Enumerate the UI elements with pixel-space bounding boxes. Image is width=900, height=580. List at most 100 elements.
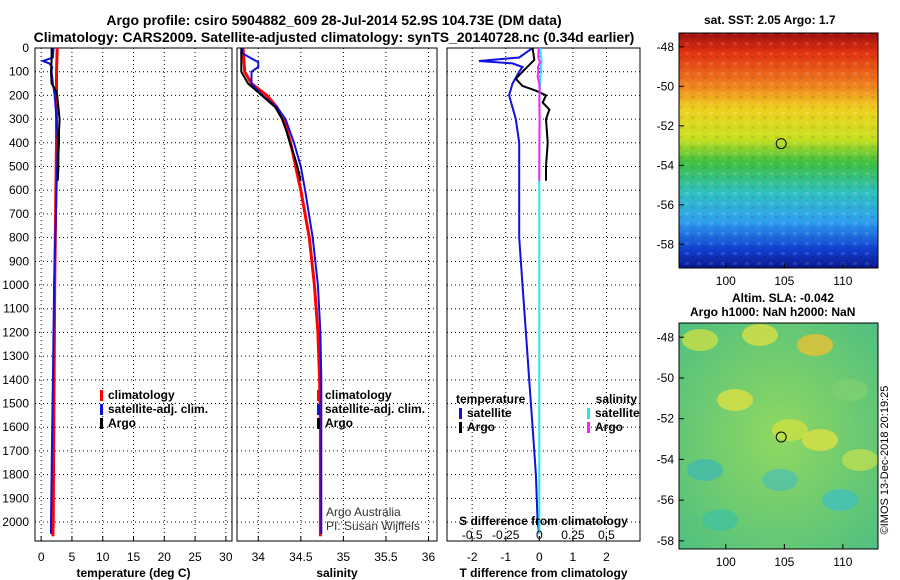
temperature-x-tick-label: 25 [188,550,202,564]
sla-map-anomaly [762,469,798,491]
temperature-legend-swatch [100,390,103,401]
sst-lat-tick-label: -56 [657,198,675,212]
salinity-x-tick-label: 35 [337,550,351,564]
difference-x-tick-label: 2 [603,550,610,564]
diff-legend-temperature-label: Argo [467,420,495,434]
temperature-x-axis-label: temperature (deg C) [76,566,190,580]
diff-legend-temperature-title: temperature [456,392,526,406]
temperature-legend-swatch [100,404,103,415]
argo-australia-credit: Argo Australia [326,505,401,519]
diff-legend-salinity-swatch [587,408,590,419]
depth-tick-label: 2000 [2,515,29,529]
sla-lat-tick-label: -50 [657,371,675,385]
salinity-series-climatology [241,47,322,537]
sst-map-texture [679,33,878,268]
sst-lat-tick-label: -52 [657,119,675,133]
sst-map-title: sat. SST: 2.05 Argo: 1.7 [704,13,836,27]
depth-tick-label: 1500 [2,397,29,411]
sla-map-title-2: Argo h1000: NaN h2000: NaN [690,305,856,319]
temperature-x-tick-label: 0 [38,550,45,564]
difference-series-s-argo [536,47,542,181]
sla-map-anomaly [702,509,738,531]
depth-tick-label: 1700 [2,444,29,458]
temperature-plot-frame [34,47,233,542]
sla-map-anomaly [822,489,858,511]
sla-lon-tick-label: 110 [833,555,852,569]
sst-lon-tick-label: 100 [716,274,736,288]
salinity-legend-swatch [317,418,320,429]
diff-legend-temperature-label: satellite [467,406,512,420]
depth-tick-label: 800 [9,231,29,245]
sla-map-anomaly [797,334,833,356]
sla-lon-tick-label: 105 [774,555,794,569]
sla-map-anomaly [687,459,723,481]
salinity-series-satellite-adj--clim- [240,47,323,534]
pi-credit: PI: Susan Wijffels [326,519,420,533]
diff-s-tick-label: 0.5 [598,528,615,542]
sst-lat-tick-label: -50 [657,79,675,93]
diff-legend-salinity-label: Argo [595,420,623,434]
temperature-x-tick-label: 5 [69,550,76,564]
plot-title-line-1: Argo profile: csiro 5904882_609 28-Jul-2… [106,12,562,28]
temperature-legend-label: climatology [108,388,175,402]
depth-tick-label: 100 [9,65,29,79]
salinity-legend-swatch [317,390,320,401]
depth-tick-label: 200 [9,88,29,102]
diff-legend-salinity-label: satellite [595,406,640,420]
temperature-series-argo [49,48,61,181]
salinity-legend-swatch [317,404,320,415]
sla-lat-tick-label: -58 [657,534,675,548]
sla-map-anomaly [682,329,718,351]
temperature-x-tick-label: 15 [127,550,141,564]
sla-map-anomaly [802,429,838,451]
diff-s-tick-label: -0.5 [462,528,483,542]
sla-map-frame [678,322,879,550]
sla-map-anomaly [772,419,808,441]
depth-tick-label: 1800 [2,468,29,482]
imos-credit: ©IMOS 13-Dec-2018 20:19:25 [879,386,891,535]
depth-tick-label: 1000 [2,278,29,292]
sla-lon-tick-label: 100 [716,555,736,569]
depth-tick-label: 1100 [3,302,29,316]
diff-legend-temperature-swatch [459,408,462,419]
temperature-legend-label: Argo [108,416,136,430]
diff-s-tick-label: 0 [536,528,543,542]
sla-argo-position-marker [775,431,787,443]
depth-tick-label: 1200 [2,325,29,339]
diff-s-tick-label: -0.25 [492,528,520,542]
diff-legend-salinity-title: salinity [596,392,638,406]
sst-lat-tick-label: -54 [657,158,675,172]
temperature-legend-label: satellite-adj. clim. [108,402,208,416]
sst-lon-tick-label: 110 [833,274,852,288]
sla-map-anomaly [742,324,778,346]
depth-tick-label: 500 [9,160,29,174]
salinity-legend-label: satellite-adj. clim. [325,402,425,416]
sst-argo-position-marker [775,138,787,150]
temperature-x-tick-label: 30 [219,550,233,564]
diff-legend-temperature-swatch [459,422,462,433]
salinity-x-tick-label: 36 [422,550,436,564]
depth-tick-label: 1300 [2,349,29,363]
depth-tick-label: 700 [9,207,29,221]
salinity-x-tick-label: 34.5 [289,550,313,564]
salinity-x-axis-label: salinity [316,566,358,580]
salinity-legend-label: Argo [325,416,353,430]
depth-tick-label: 1600 [2,420,29,434]
depth-tick-label: 900 [9,254,29,268]
temperature-legend-swatch [100,418,103,429]
difference-x-tick-label: 1 [570,550,577,564]
difference-x-axis-label: T difference from climatology [459,566,627,580]
sla-map-anomaly [842,449,878,471]
depth-tick-label: 400 [9,136,29,150]
sst-lat-tick-label: -48 [657,40,675,54]
diff-s-axis-label: S difference from climatology [459,514,628,528]
sla-map-title-1: Altim. SLA: -0.042 [732,291,835,305]
depth-tick-label: 300 [9,112,29,126]
sla-map-anomaly [717,389,753,411]
salinity-series-argo [240,48,302,181]
difference-plot-frame [446,47,641,542]
temperature-x-tick-label: 10 [96,550,110,564]
temperature-x-tick-label: 20 [158,550,172,564]
sla-lat-tick-label: -56 [657,493,675,507]
